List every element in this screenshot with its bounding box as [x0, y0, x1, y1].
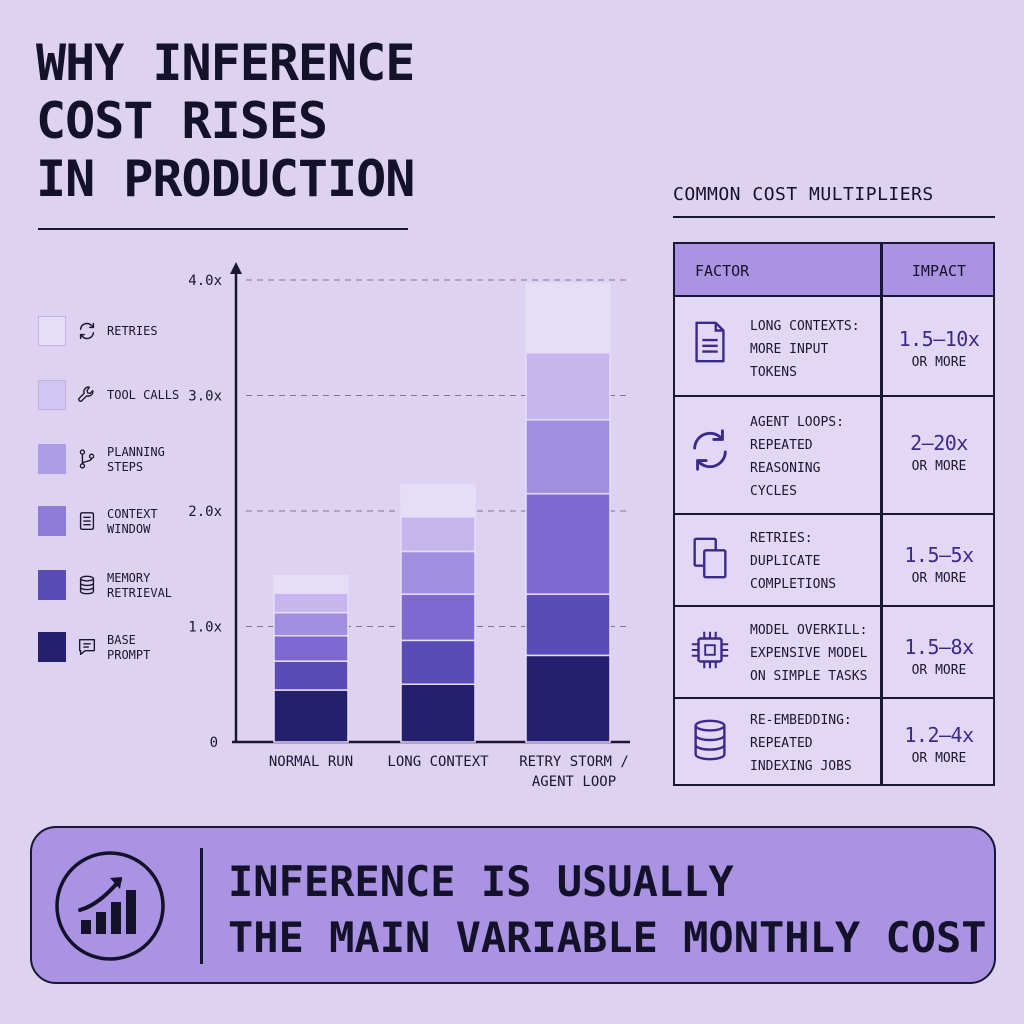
- bar-segment: [273, 660, 349, 691]
- y-tick-label: 4.0x: [188, 273, 222, 289]
- factor-text: RE-EMBEDDING: REPEATED INDEXING JOBS: [750, 713, 852, 774]
- stacked-bar-chart: 0 1.0x 2.0x 3.0x 4.0x NORMAL RUN LONG CONTEXT R…: [188, 262, 630, 790]
- cycle-icon: [693, 429, 727, 471]
- legend-item-memory-retrieval: MEMORY RETRIEVAL: [38, 570, 218, 606]
- bar-segment: [525, 593, 611, 657]
- duplicate-icon: [693, 537, 727, 579]
- x-category-label: LONG CONTEXT: [387, 754, 489, 770]
- table-row: RE-EMBEDDING: REPEATED INDEXING JOBS 1.2…: [675, 697, 993, 783]
- impact-note: OR MORE: [911, 751, 967, 766]
- factor-text: MODEL OVERKILL: EXPENSIVE MODEL ON SIMPL…: [750, 623, 868, 684]
- x-category-label: AGENT LOOP: [532, 774, 616, 790]
- table-row: MODEL OVERKILL: EXPENSIVE MODEL ON SIMPL…: [675, 605, 993, 697]
- bar-segment: [400, 683, 476, 743]
- x-category-label: NORMAL RUN: [269, 754, 353, 770]
- bar-segment: [273, 592, 349, 614]
- legend-label: CONTEXT WINDOW: [107, 507, 158, 536]
- legend-item-base-prompt: BASE PROMPT: [38, 632, 218, 668]
- bar-segment: [400, 639, 476, 685]
- bar-segment: [400, 483, 476, 518]
- wrench-icon: [78, 386, 94, 402]
- y-axis-arrow: [230, 262, 242, 274]
- y-tick-label: 1.0x: [188, 620, 222, 636]
- bar-segment: [400, 516, 476, 553]
- legend-label: TOOL CALLS: [107, 388, 180, 402]
- bar-segment: [273, 689, 349, 743]
- title-underline: [38, 228, 408, 230]
- legend-label: MEMORY RETRIEVAL: [107, 571, 173, 600]
- table-title: COMMON COST MULTIPLIERS: [673, 184, 934, 205]
- legend-label: BASE PROMPT: [107, 633, 151, 662]
- title-line: IN PRODUCTION: [36, 150, 415, 208]
- factor-text: RETRIES: DUPLICATE COMPLETIONS: [750, 531, 837, 592]
- y-tick-label: 3.0x: [188, 389, 222, 405]
- impact-note: OR MORE: [911, 355, 967, 370]
- legend-item-planning-steps: PLANNING STEPS: [38, 444, 218, 480]
- chip-icon: [691, 631, 729, 669]
- legend-item-tool-calls: TOOL CALLS: [38, 380, 218, 416]
- banner-text: INFERENCE IS USUALLY THE MAIN VARIABLE M…: [228, 857, 987, 962]
- bar-segment: [525, 282, 611, 354]
- page-title: WHY INFERENCE COST RISES IN PRODUCTION: [36, 34, 415, 208]
- chat-icon: [78, 638, 96, 656]
- table-header: FACTOR IMPACT: [675, 244, 993, 297]
- table-row: RETRIES: DUPLICATE COMPLETIONS 1.5–5x OR…: [675, 513, 993, 605]
- impact-note: OR MORE: [911, 663, 967, 678]
- document-icon: [79, 512, 95, 530]
- growth-chart-icon: [55, 851, 165, 961]
- legend-swatch: [38, 444, 66, 474]
- summary-banner: INFERENCE IS USUALLY THE MAIN VARIABLE M…: [30, 826, 996, 984]
- legend-item-retries: RETRIES: [38, 316, 218, 352]
- bar-segment: [525, 352, 611, 421]
- database-icon: [694, 719, 726, 761]
- title-line: WHY INFERENCE: [36, 34, 415, 92]
- y-tick-label: 0: [210, 735, 218, 751]
- cost-multipliers-table: FACTOR IMPACT LONG CONTEXTS: MORE INPUT …: [673, 242, 995, 786]
- table-row: AGENT LOOPS: REPEATED REASONING CYCLES 2…: [675, 395, 993, 513]
- impact-value: 1.5–5x: [904, 543, 974, 567]
- database-icon: [79, 575, 95, 595]
- bar-segment: [400, 593, 476, 642]
- factor-text: LONG CONTEXTS: MORE INPUT TOKENS: [750, 319, 860, 380]
- legend-swatch: [38, 506, 66, 536]
- impact-value: 2–20x: [910, 431, 968, 455]
- bar-segment: [273, 634, 349, 662]
- legend-item-context-window: CONTEXT WINDOW: [38, 506, 218, 542]
- bar-segment: [525, 419, 611, 495]
- impact-value: 1.5–8x: [904, 635, 974, 659]
- legend-label: PLANNING STEPS: [107, 445, 165, 474]
- legend-label: RETRIES: [107, 324, 158, 338]
- legend-swatch: [38, 316, 66, 346]
- bar-segment: [525, 654, 611, 743]
- impact-note: OR MORE: [911, 571, 967, 586]
- document-icon: [695, 321, 725, 363]
- header-impact: IMPACT: [911, 262, 967, 280]
- bar-segment: [273, 611, 349, 637]
- legend-swatch: [38, 380, 66, 410]
- impact-value: 1.2–4x: [904, 723, 974, 747]
- table-title-underline: [673, 216, 995, 218]
- banner-divider: [200, 848, 203, 964]
- y-tick-label: 2.0x: [188, 504, 222, 520]
- impact-value: 1.5–10x: [898, 327, 980, 351]
- factor-text: AGENT LOOPS: REPEATED REASONING CYCLES: [750, 415, 844, 499]
- bar-segment: [273, 574, 349, 594]
- header-factor: FACTOR: [695, 262, 750, 280]
- impact-note: OR MORE: [911, 459, 967, 474]
- bar-segment: [525, 492, 611, 595]
- table-row: LONG CONTEXTS: MORE INPUT TOKENS 1.5–10x…: [675, 295, 993, 395]
- legend-swatch: [38, 570, 66, 600]
- x-category-label: RETRY STORM /: [519, 754, 629, 770]
- title-line: COST RISES: [36, 92, 328, 150]
- bar-segment: [400, 550, 476, 595]
- legend-swatch: [38, 632, 66, 662]
- branch-icon: [79, 449, 95, 469]
- refresh-icon: [79, 322, 95, 340]
